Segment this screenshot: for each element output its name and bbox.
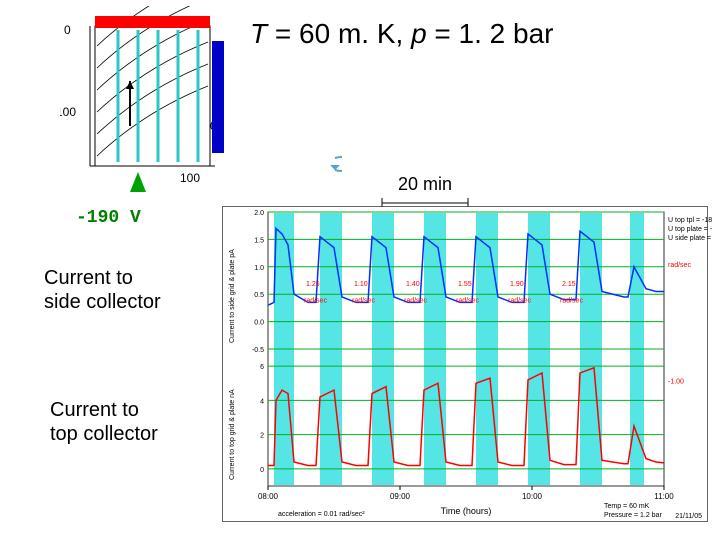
svg-text:2: 2 [260,433,264,440]
svg-text:rad/sec: rad/sec [304,297,327,304]
svg-text:Time (hours): Time (hours) [441,506,492,516]
svg-text:1.40: 1.40 [406,281,420,288]
svg-text:100: 100 [180,171,200,185]
svg-text:-100: -100 [60,105,76,119]
svg-text:0: 0 [260,467,264,474]
swirl-arrow-icon [302,150,342,180]
svg-text:0.5: 0.5 [254,292,264,299]
svg-text:1.25: 1.25 [306,281,320,288]
svg-text:1.5: 1.5 [254,237,264,244]
svg-text:Current to side grid & plate: Current to side grid & plate pA [229,249,236,343]
svg-text:2.0: 2.0 [254,210,264,217]
svg-text:1.90: 1.90 [510,281,524,288]
svg-text:08:00: 08:00 [258,492,279,501]
svg-text:0.0: 0.0 [254,320,264,327]
svg-text:U top plate = -90 V: U top plate = -90 V [668,226,712,233]
svg-text:Temp = 60 mK: Temp = 60 mK [604,503,650,510]
svg-text:4: 4 [260,398,264,405]
svg-text:-1.00: -1.00 [668,378,684,385]
svg-text:Pressure = 1.2 bar: Pressure = 1.2 bar [604,512,662,519]
t-symbol: T [250,18,267,49]
timeseries-chart: -0.5 0.0 0.5 1.0 1.5 2.0 Current to side grid … [222,206,712,526]
svg-text:0: 0 [64,23,71,37]
svg-text:rad/sec: rad/sec [352,297,375,304]
svg-text:2.15: 2.15 [562,281,576,288]
svg-text:U side plate = -90 V: U side plate = -90 V [668,235,712,242]
svg-text:U top tpl = -180 V: U top tpl = -180 V [668,217,712,224]
svg-text:11:00: 11:00 [654,492,674,501]
svg-text:09:00: 09:00 [390,492,411,501]
svg-text:rad/sec: rad/sec [668,262,691,269]
svg-text:rad/sec: rad/sec [560,297,583,304]
svg-text:10:00: 10:00 [522,492,543,501]
top-collector-label: Current to top collector [50,398,158,446]
svg-text:1.10: 1.10 [354,281,368,288]
collector-schematic: 0-1000100 [60,6,240,206]
conditions-title: T = 60 m. K, p = 1. 2 bar [250,18,554,50]
svg-text:rad/sec: rad/sec [456,297,479,304]
twenty-min-label: 20 min [398,174,452,195]
svg-text:21/11/05: 21/11/05 [675,513,702,520]
side-collector-label: Current to side collector [44,266,161,314]
svg-text:rad/sec: rad/sec [508,297,531,304]
svg-text:rad/sec: rad/sec [404,297,427,304]
svg-text:acceleration = 0.01 rad/sec²: acceleration = 0.01 rad/sec² [278,511,365,518]
svg-text:Current to top grid & plate n: Current to top grid & plate nA [229,389,236,480]
svg-text:6: 6 [260,364,264,371]
svg-text:1.0: 1.0 [254,265,264,272]
voltage-label: -190 V [76,208,141,228]
svg-text:1.55: 1.55 [458,281,472,288]
svg-text:-0.5: -0.5 [252,347,264,354]
p-symbol: p [411,18,427,49]
